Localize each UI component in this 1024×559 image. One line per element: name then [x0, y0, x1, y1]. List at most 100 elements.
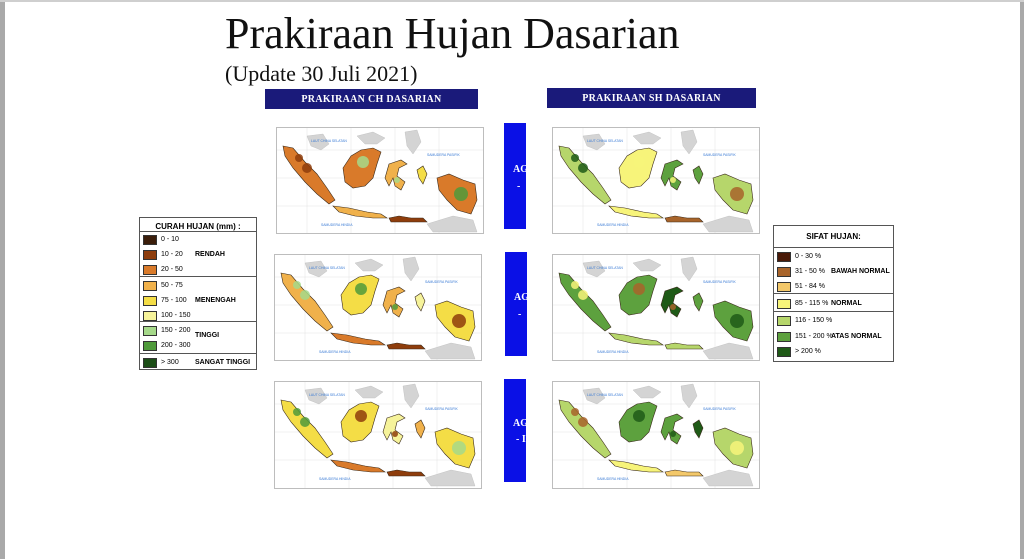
rainfall-legend-range: 10 - 20 — [161, 251, 183, 258]
rainfall-legend-swatch — [143, 325, 157, 336]
island-sumatra — [280, 272, 334, 332]
neighbour-land — [680, 129, 698, 155]
neighbour-land — [632, 258, 662, 272]
region-patch — [293, 281, 301, 289]
region-patch — [452, 314, 466, 328]
neighbour-land — [402, 383, 420, 409]
neighbour-land — [404, 129, 422, 155]
island-sumatra — [280, 399, 334, 459]
region-patch — [452, 441, 466, 455]
region-patch — [295, 154, 303, 162]
rain-nature-legend-range: 0 - 30 % — [795, 253, 822, 260]
rainfall-legend-row: 200 - 300 — [143, 339, 191, 352]
region-patch — [392, 304, 398, 310]
neighbour-land — [424, 469, 476, 487]
rainfall-legend-title: CURAH HUJAN (mm) : — [155, 222, 241, 231]
rain-nature-legend-row: 85 - 115 % — [777, 297, 828, 310]
rainfall-legend-row: 150 - 200 — [143, 324, 191, 337]
rainfall-legend-divider — [140, 276, 256, 277]
region-patch — [670, 304, 676, 310]
sea-label-south: SAMUDERA HINDIA — [597, 477, 629, 481]
sea-label-east: SAMUDERA PASIFIK — [703, 280, 736, 284]
rain-nature-legend-range: 85 - 115 % — [795, 300, 829, 307]
page-title: Prakiraan Hujan Dasarian — [225, 9, 680, 58]
island-sumatra — [558, 399, 612, 459]
sea-label-east: SAMUDERA PASIFIK — [427, 153, 460, 157]
rainfall-legend-category-label: MENENGAH — [195, 297, 236, 304]
neighbour-land — [632, 131, 662, 145]
region-patch — [730, 441, 744, 455]
neighbour-land — [680, 256, 698, 282]
region-patch — [392, 431, 398, 437]
rain-nature-legend-divider — [774, 247, 893, 248]
sea-label-north: LAUT CHINA SELATAN — [587, 393, 623, 397]
sea-label-east: SAMUDERA PASIFIK — [425, 280, 458, 284]
rainfall-legend-row: 20 - 50 — [143, 263, 183, 276]
region-patch — [578, 290, 588, 300]
neighbour-land — [424, 342, 476, 360]
island-maluku — [414, 292, 426, 312]
sea-label-north: LAUT CHINA SELATAN — [309, 266, 345, 270]
rain-nature-legend-row: > 200 % — [777, 345, 821, 358]
ch-column-header: PRAKIRAAN CH DASARIAN — [265, 89, 478, 109]
rainfall-legend-range: 50 - 75 — [161, 282, 183, 289]
sea-label-north: LAUT CHINA SELATAN — [587, 139, 623, 143]
island-sulawesi — [382, 413, 406, 445]
rain-nature-legend-range: 31 - 50 % — [795, 268, 825, 275]
island-maluku — [692, 292, 704, 312]
rain-nature-legend-swatch — [777, 298, 791, 309]
rainfall-legend-divider — [140, 321, 256, 322]
left-edge — [0, 0, 5, 559]
sea-label-east: SAMUDERA PASIFIK — [703, 407, 736, 411]
region-patch — [730, 314, 744, 328]
rainfall-legend-range: 100 - 150 — [161, 312, 191, 319]
island-sumatra — [558, 145, 612, 205]
rain-nature-legend-row: 151 - 200 % — [777, 330, 833, 343]
rainfall-legend-swatch — [143, 340, 157, 351]
dekad-tab-3: AG - I — [504, 379, 526, 482]
rain-nature-legend-range: 151 - 200 % — [795, 333, 833, 340]
rainfall-legend-category-label: TINGGI — [195, 332, 220, 339]
rain-nature-legend-row: 116 - 150 % — [777, 314, 832, 327]
island-java — [608, 205, 664, 219]
rain-nature-legend-swatch — [777, 251, 791, 262]
rain-nature-legend-row: 51 - 84 % — [777, 280, 825, 293]
region-patch — [300, 417, 310, 427]
neighbour-land — [582, 387, 606, 405]
rain-nature-legend-range: 51 - 84 % — [795, 283, 825, 290]
island-kalimantan — [618, 147, 658, 189]
region-patch — [633, 283, 645, 295]
rainfall-legend-divider — [140, 353, 256, 354]
region-patch — [578, 417, 588, 427]
rainfall-legend-swatch — [143, 357, 157, 368]
rainfall-legend-category-label: SANGAT TINGGI — [195, 359, 251, 366]
region-patch — [571, 281, 579, 289]
ch-map-dekad-3: LAUT CHINA SELATAN SAMUDERA PASIFIK SAMUDE… — [274, 381, 482, 489]
island-sulawesi — [660, 413, 684, 445]
island-maluku — [692, 419, 704, 439]
neighbour-land — [702, 469, 754, 487]
rainfall-legend-range: 150 - 200 — [161, 327, 191, 334]
island-java — [330, 332, 386, 346]
sea-label-south: SAMUDERA HINDIA — [319, 350, 351, 354]
sea-label-north: LAUT CHINA SELATAN — [587, 266, 623, 270]
sea-label-east: SAMUDERA PASIFIK — [703, 153, 736, 157]
neighbour-land — [632, 385, 662, 399]
rainfall-legend-swatch — [143, 264, 157, 275]
region-patch — [394, 177, 400, 183]
island-kalimantan — [340, 274, 380, 316]
rainfall-legend-row: 10 - 20 — [143, 248, 183, 261]
neighbour-land — [426, 215, 478, 233]
neighbour-land — [304, 260, 328, 278]
rain-nature-legend-category-label: BAWAH NORMAL — [831, 268, 890, 275]
island-sulawesi — [382, 286, 406, 318]
rainfall-legend-range: 200 - 300 — [161, 342, 191, 349]
rain-nature-legend-swatch — [777, 281, 791, 292]
rain-nature-legend-row: 31 - 50 % — [777, 265, 825, 278]
region-patch — [571, 154, 579, 162]
island-sumatra — [558, 272, 612, 332]
neighbour-land — [582, 133, 606, 151]
neighbour-land — [582, 260, 606, 278]
island-kalimantan — [340, 401, 380, 443]
sea-label-north: LAUT CHINA SELATAN — [309, 393, 345, 397]
